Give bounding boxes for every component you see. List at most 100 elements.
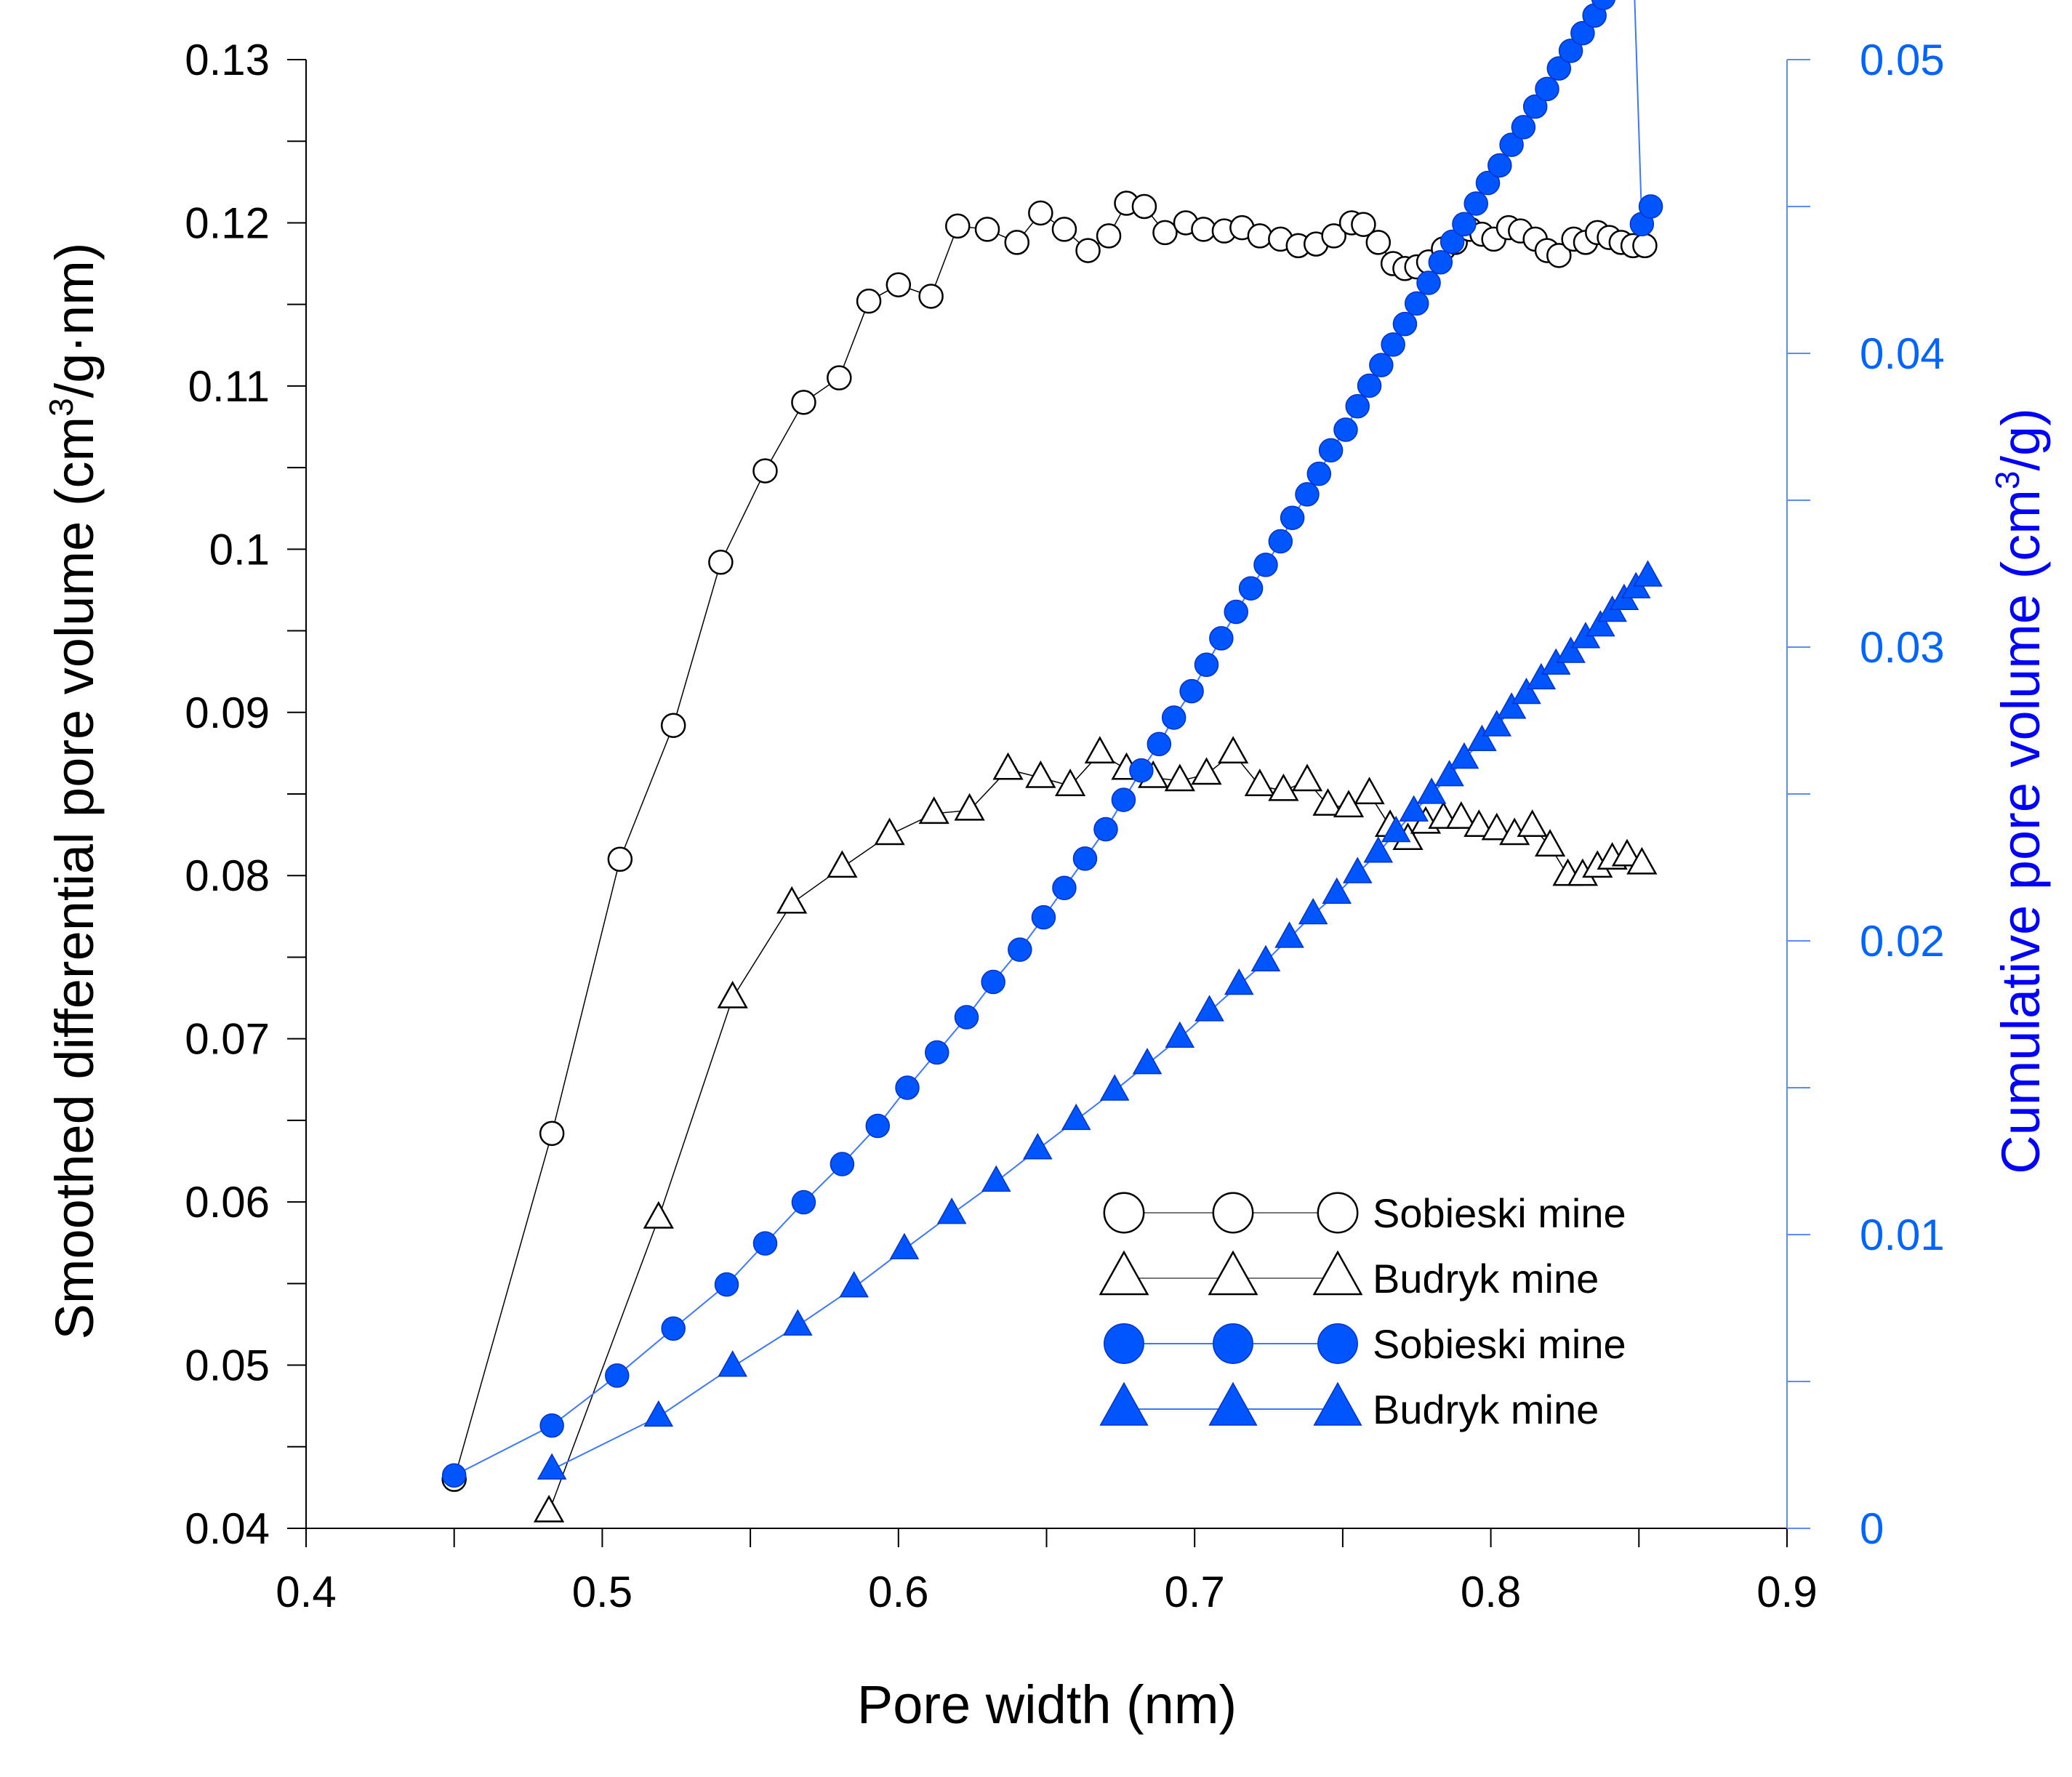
data-point — [827, 365, 852, 390]
data-point — [918, 796, 949, 825]
data-point — [1591, 0, 1615, 10]
data-point — [1463, 809, 1495, 838]
data-point — [1445, 801, 1477, 829]
data-point — [1517, 809, 1548, 838]
data-point — [918, 284, 944, 309]
data-point — [856, 288, 882, 314]
legend-symbol-budryk-open — [1099, 1250, 1363, 1296]
data-point — [954, 1005, 979, 1030]
data-point — [1357, 373, 1382, 398]
legend-marker — [1208, 1381, 1258, 1426]
data-point — [1333, 417, 1358, 442]
data-point — [1638, 194, 1663, 219]
data-point — [1194, 652, 1219, 677]
data-point — [1633, 560, 1663, 587]
data-point — [1399, 795, 1429, 822]
data-point — [1499, 132, 1524, 157]
data-point — [1291, 763, 1323, 792]
data-point — [1179, 678, 1204, 704]
data-point — [1028, 200, 1053, 226]
data-point — [1449, 742, 1479, 769]
data-point — [791, 390, 816, 415]
data-point — [1165, 1021, 1195, 1048]
data-point — [1452, 212, 1477, 236]
data-point — [827, 850, 858, 878]
series-0-open-circle — [441, 190, 1658, 1492]
y-left-tick-label: 0.07 — [185, 1015, 270, 1064]
data-point — [1209, 626, 1234, 651]
data-point — [865, 1113, 891, 1139]
data-point — [1342, 857, 1373, 883]
x-tick-label: 0.9 — [1756, 1568, 1817, 1616]
legend-marker — [1099, 1381, 1149, 1426]
data-point — [717, 980, 748, 1008]
data-point — [1194, 995, 1224, 1022]
data-point — [1534, 829, 1566, 857]
data-point — [981, 1165, 1011, 1192]
data-point — [992, 752, 1024, 780]
data-point — [1392, 311, 1418, 337]
data-point — [1363, 836, 1394, 863]
y-left-tick-label: 0.13 — [185, 36, 270, 84]
data-point — [1306, 461, 1332, 486]
data-point — [1535, 76, 1559, 102]
data-point — [791, 1190, 816, 1215]
data-point — [1369, 353, 1394, 377]
data-point — [974, 217, 1000, 242]
data-point — [752, 1231, 778, 1256]
data-point — [1238, 576, 1264, 601]
data-point — [1611, 838, 1643, 867]
data-point — [1247, 223, 1273, 249]
data-point — [1511, 115, 1536, 140]
data-point — [643, 1200, 674, 1229]
data-point — [1224, 599, 1248, 625]
data-point — [1416, 777, 1447, 804]
data-point — [539, 1120, 565, 1147]
data-point — [1463, 191, 1488, 216]
data-point — [1250, 944, 1281, 971]
data-point — [1322, 877, 1352, 904]
x-tick-label: 0.8 — [1461, 1568, 1521, 1616]
data-point — [1111, 787, 1136, 812]
data-point — [1152, 220, 1178, 246]
data-point — [1004, 230, 1030, 255]
data-point — [1191, 757, 1222, 785]
data-point — [1191, 217, 1216, 242]
data-point — [1164, 763, 1195, 792]
data-point — [1022, 1133, 1053, 1160]
data-point — [1008, 937, 1032, 962]
x-tick-label: 0.6 — [868, 1568, 928, 1616]
y-right-tick-label: 0.01 — [1860, 1211, 1945, 1259]
data-point — [776, 886, 808, 914]
x-axis-title: Pore width (nm) — [857, 1674, 1237, 1735]
data-point — [1244, 769, 1275, 796]
data-point — [1632, 233, 1658, 259]
legend-marker — [1208, 1250, 1258, 1296]
data-point — [1556, 636, 1586, 663]
y-left-axis-title: Smoothed differential pore volume (cm3/g… — [42, 242, 105, 1339]
data-point — [1054, 769, 1086, 796]
y-right-tick-label: 0.04 — [1860, 329, 1945, 378]
data-point — [1084, 736, 1115, 764]
data-point — [1546, 56, 1572, 81]
data-point — [1522, 94, 1548, 119]
data-point — [533, 1494, 565, 1523]
data-point — [1570, 20, 1595, 46]
legend-marker — [1103, 1192, 1145, 1234]
data-point — [1416, 270, 1441, 295]
y-left-tick-label: 0.09 — [185, 689, 270, 737]
data-point — [1253, 553, 1278, 577]
data-point — [1295, 482, 1320, 507]
y-left-tick-label: 0.04 — [185, 1504, 270, 1553]
data-point — [1345, 393, 1370, 419]
data-point — [1496, 692, 1527, 719]
data-point — [1093, 817, 1118, 842]
data-point — [1511, 678, 1541, 705]
data-point — [1354, 777, 1385, 805]
legend-symbol-sobieski-filled — [1104, 1323, 1358, 1364]
data-point — [1321, 223, 1346, 249]
data-point — [1312, 788, 1344, 816]
data-point — [954, 793, 985, 821]
data-point — [607, 846, 633, 873]
data-point — [1381, 332, 1405, 357]
